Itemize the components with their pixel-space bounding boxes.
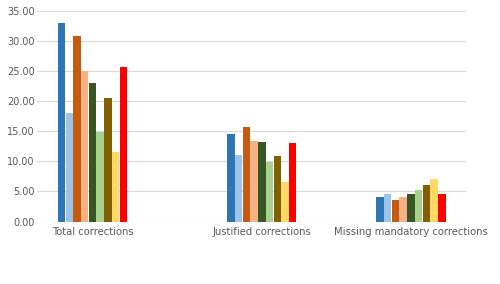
Bar — [235, 155, 242, 222]
Bar — [66, 113, 73, 222]
Bar — [242, 127, 250, 222]
Bar — [282, 182, 288, 222]
Bar — [274, 156, 281, 222]
Bar — [81, 71, 88, 222]
Bar — [250, 141, 258, 222]
Bar — [96, 132, 104, 222]
Bar — [400, 197, 407, 222]
Bar — [407, 195, 414, 222]
Bar — [104, 98, 112, 222]
Bar — [384, 194, 392, 222]
Bar — [120, 68, 127, 222]
Bar — [376, 197, 384, 222]
Bar — [112, 152, 120, 222]
Bar — [289, 143, 296, 222]
Bar — [258, 142, 266, 222]
Bar — [430, 179, 438, 222]
Bar — [88, 83, 96, 222]
Bar — [422, 185, 430, 222]
Bar — [415, 190, 422, 222]
Bar — [266, 162, 274, 222]
Bar — [227, 134, 234, 222]
Bar — [58, 23, 66, 222]
Bar — [74, 36, 80, 222]
Bar — [438, 195, 446, 222]
Bar — [392, 201, 399, 222]
